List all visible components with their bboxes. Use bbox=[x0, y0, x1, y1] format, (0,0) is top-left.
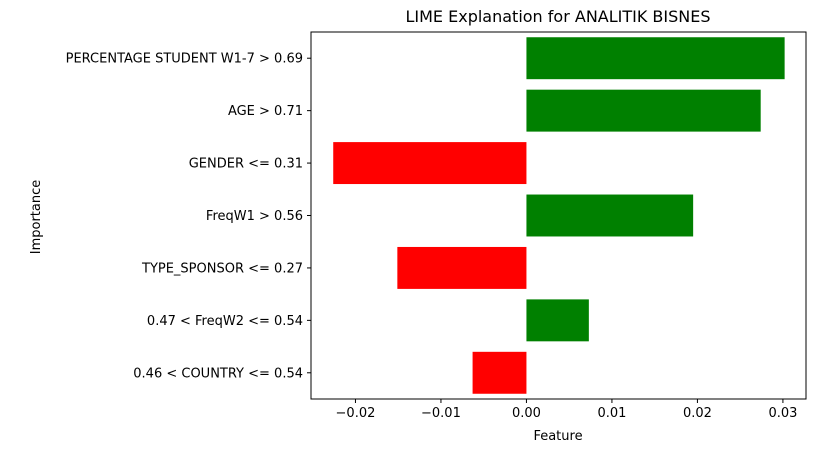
y-tick-label-0: PERCENTAGE STUDENT W1-7 > 0.69 bbox=[66, 52, 303, 67]
y-tick-label-5: 0.47 < FreqW2 <= 0.54 bbox=[147, 314, 303, 329]
bar-1 bbox=[526, 89, 761, 132]
y-tick-label-4: TYPE_SPONSOR <= 0.27 bbox=[141, 261, 303, 276]
bars-group bbox=[333, 37, 785, 394]
y-tick-label-6: 0.46 < COUNTRY <= 0.54 bbox=[133, 366, 303, 381]
y-tick-label-1: AGE > 0.71 bbox=[228, 104, 303, 119]
x-ticks: −0.02 −0.01 0.00 0.01 0.02 0.03 bbox=[336, 399, 797, 421]
x-axis-label: Feature bbox=[533, 429, 582, 444]
y-tick-labels: PERCENTAGE STUDENT W1-7 > 0.69 AGE > 0.71… bbox=[66, 52, 311, 381]
x-tick-label-1: −0.01 bbox=[421, 406, 461, 421]
y-axis-label: Importance bbox=[29, 180, 44, 255]
bar-3 bbox=[526, 194, 694, 237]
bar-2 bbox=[333, 142, 527, 185]
chart-title: LIME Explanation for ANALITIK BISNES bbox=[405, 7, 710, 26]
y-tick-label-3: FreqW1 > 0.56 bbox=[206, 209, 303, 224]
bar-0 bbox=[526, 37, 785, 80]
x-tick-label-4: 0.02 bbox=[683, 406, 712, 421]
x-tick-label-3: 0.01 bbox=[597, 406, 626, 421]
x-tick-label-0: −0.02 bbox=[336, 406, 376, 421]
y-tick-label-2: GENDER <= 0.31 bbox=[189, 157, 303, 172]
x-tick-label-5: 0.03 bbox=[768, 406, 797, 421]
bar-6 bbox=[472, 351, 527, 394]
bar-4 bbox=[397, 246, 527, 289]
bar-5 bbox=[526, 299, 589, 342]
x-tick-label-2: 0.00 bbox=[512, 406, 541, 421]
